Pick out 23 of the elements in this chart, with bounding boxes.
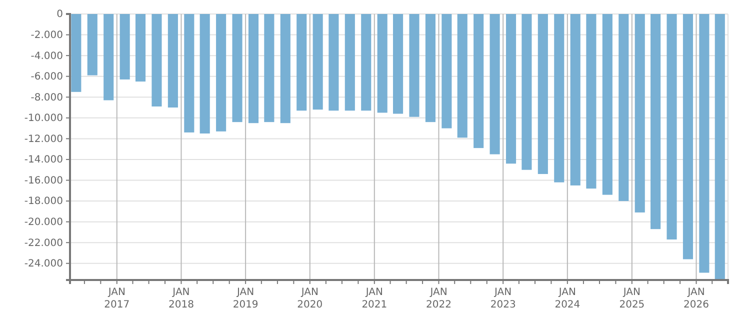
- x-tick-label: JAN 2021: [362, 287, 388, 311]
- y-tick-label: 0: [56, 9, 63, 20]
- y-tick-label: -20.000: [24, 217, 63, 228]
- y-tick-label: -18.000: [24, 196, 63, 208]
- x-tick-label: JAN 2026: [684, 287, 709, 311]
- y-tick-label: -10.000: [24, 113, 63, 124]
- y-tick-label: -8.000: [30, 92, 63, 104]
- y-tick-label: -16.000: [24, 175, 63, 186]
- y-tick-label: -2.000: [30, 30, 63, 41]
- x-tick-label: JAN 2024: [554, 287, 580, 311]
- y-tick-label: -12.000: [24, 134, 63, 145]
- x-tick-label: JAN 2019: [232, 287, 258, 311]
- x-tick-label: JAN 2017: [104, 287, 130, 311]
- y-tick-label: -6.000: [30, 72, 63, 83]
- y-tick-label: -22.000: [24, 238, 63, 249]
- x-tick-label: JAN 2018: [168, 287, 194, 311]
- y-tick-label: -4.000: [30, 50, 63, 62]
- x-tick-label: JAN 2023: [490, 287, 516, 311]
- x-tick-label: JAN 2022: [426, 287, 452, 311]
- x-tick-label: JAN 2025: [619, 287, 645, 311]
- y-tick-label: -14.000: [24, 154, 63, 166]
- x-tick-label: JAN 2020: [297, 287, 323, 311]
- y-tick-label: -24.000: [24, 258, 63, 270]
